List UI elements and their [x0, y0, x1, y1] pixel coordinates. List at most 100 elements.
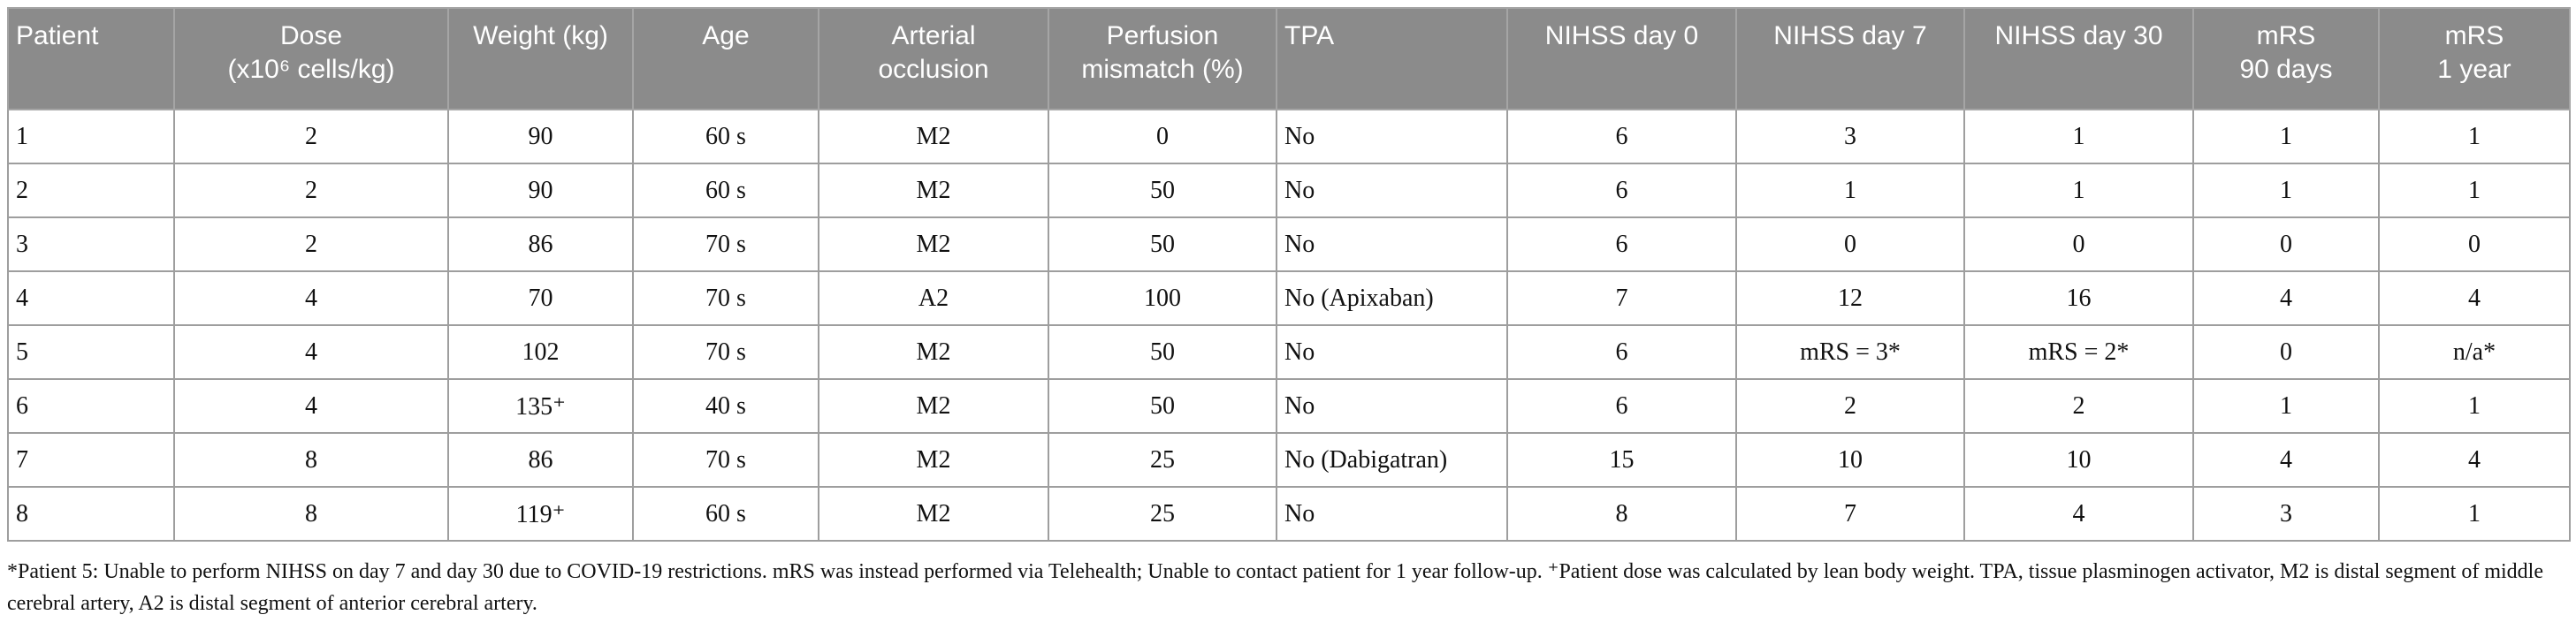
column-header: mRS 1 year: [2378, 7, 2571, 110]
column-header: Weight (kg): [447, 7, 634, 110]
table-cell: 15: [1506, 432, 1737, 488]
table-cell: 6: [1506, 163, 1737, 218]
table-cell: 50: [1048, 163, 1277, 218]
table-cell: 2: [7, 163, 175, 218]
table-cell: 8: [173, 432, 449, 488]
table-cell: 4: [173, 378, 449, 434]
table-cell: M2: [818, 486, 1049, 542]
table-cell: 70 s: [632, 432, 819, 488]
table-cell: 60 s: [632, 163, 819, 218]
table-cell: 1: [2378, 109, 2571, 164]
table-cell: 6: [7, 378, 175, 434]
table-cell: 10: [1963, 432, 2194, 488]
column-header: Age: [632, 7, 819, 110]
table-cell: 0: [2192, 216, 2380, 272]
table-footnote: *Patient 5: Unable to perform NIHSS on d…: [7, 560, 2543, 615]
table-cell: 1: [1735, 163, 1965, 218]
table-cell: 1: [2378, 163, 2571, 218]
table-cell: 90: [447, 109, 634, 164]
table-cell: 3: [1735, 109, 1965, 164]
table-cell: mRS = 2*: [1963, 324, 2194, 380]
column-header: TPA: [1276, 7, 1508, 110]
table-row: 5 4 102 70 s M2 50 No 6 mRS = 3* mRS = 2* 0 n/a*: [7, 324, 2571, 380]
table-cell: n/a*: [2378, 324, 2571, 380]
table-cell: 6: [1506, 216, 1737, 272]
table-cell: 4: [1963, 486, 2194, 542]
table-cell: 50: [1048, 378, 1277, 434]
table-cell: 70 s: [632, 216, 819, 272]
table-cell: 0: [1735, 216, 1965, 272]
column-header: Dose (x10⁶ cells/kg): [173, 7, 449, 110]
table-row: 2 2 90 60 s M2 50 No 6 1 1 1 1: [7, 163, 2571, 218]
table-cell: 7: [1735, 486, 1965, 542]
table-cell: No (Apixaban): [1276, 270, 1508, 326]
patient-outcomes-table: Patient Dose (x10⁶ cells/kg) Weight (kg) Ag…: [7, 7, 2571, 542]
table-cell: No (Dabigatran): [1276, 432, 1508, 488]
table-cell: 70: [447, 270, 634, 326]
table-cell: 1: [1963, 163, 2194, 218]
table-cell: M2: [818, 324, 1049, 380]
table-cell: 0: [2378, 216, 2571, 272]
table-cell: 8: [7, 486, 175, 542]
table-cell: 8: [1506, 486, 1737, 542]
table-cell: 1: [2192, 163, 2380, 218]
table-cell: 60 s: [632, 486, 819, 542]
table-row: 6 4 135⁺ 40 s M2 50 No 6 2 2 1 1: [7, 378, 2571, 434]
table-cell: No: [1276, 378, 1508, 434]
column-header: Arterial occlusion: [818, 7, 1049, 110]
table-cell: 5: [7, 324, 175, 380]
table-cell: 1: [2378, 486, 2571, 542]
table-cell: 50: [1048, 324, 1277, 380]
table-cell: 1: [2192, 378, 2380, 434]
table-cell: 4: [2192, 432, 2380, 488]
table-cell: 40 s: [632, 378, 819, 434]
table-cell: 119⁺: [447, 486, 634, 542]
table-cell: 2: [173, 163, 449, 218]
table-cell: M2: [818, 109, 1049, 164]
table-cell: 4: [2378, 432, 2571, 488]
table-cell: 70 s: [632, 324, 819, 380]
table-cell: 1: [2192, 109, 2380, 164]
table-cell: 3: [7, 216, 175, 272]
table-cell: 25: [1048, 432, 1277, 488]
table-cell: 7: [1506, 270, 1737, 326]
table-cell: 90: [447, 163, 634, 218]
table-cell: M2: [818, 216, 1049, 272]
column-header: NIHSS day 7: [1735, 7, 1965, 110]
table-cell: 4: [173, 270, 449, 326]
table-cell: A2: [818, 270, 1049, 326]
table-row: 1 2 90 60 s M2 0 No 6 3 1 1 1: [7, 109, 2571, 164]
table-cell: 0: [1048, 109, 1277, 164]
column-header: NIHSS day 30: [1963, 7, 2194, 110]
column-header: Patient: [7, 7, 175, 110]
table-cell: 2: [1963, 378, 2194, 434]
table-cell: 7: [7, 432, 175, 488]
table-cell: 4: [2192, 270, 2380, 326]
table-cell: M2: [818, 163, 1049, 218]
header-row: Patient Dose (x10⁶ cells/kg) Weight (kg) Ag…: [7, 7, 2571, 110]
table-cell: 10: [1735, 432, 1965, 488]
column-header: mRS 90 days: [2192, 7, 2380, 110]
table-cell: 50: [1048, 216, 1277, 272]
table-cell: M2: [818, 432, 1049, 488]
table-cell: 60 s: [632, 109, 819, 164]
table-cell: 12: [1735, 270, 1965, 326]
table-cell: 1: [2378, 378, 2571, 434]
table-cell: 4: [7, 270, 175, 326]
table-cell: 1: [7, 109, 175, 164]
table-cell: 25: [1048, 486, 1277, 542]
table-cell: No: [1276, 163, 1508, 218]
table-cell: No: [1276, 109, 1508, 164]
table-cell: 6: [1506, 324, 1737, 380]
table-cell: 0: [1963, 216, 2194, 272]
table-cell: M2: [818, 378, 1049, 434]
table-cell: No: [1276, 216, 1508, 272]
column-header: Perfusion mismatch (%): [1048, 7, 1277, 110]
table-cell: 2: [1735, 378, 1965, 434]
table-cell: 86: [447, 432, 634, 488]
table-cell: 86: [447, 216, 634, 272]
table-cell: 1: [1963, 109, 2194, 164]
table-row: 8 8 119⁺ 60 s M2 25 No 8 7 4 3 1: [7, 486, 2571, 542]
table-row: 4 4 70 70 s A2 100 No (Apixaban) 7 12 16 4 4: [7, 270, 2571, 326]
